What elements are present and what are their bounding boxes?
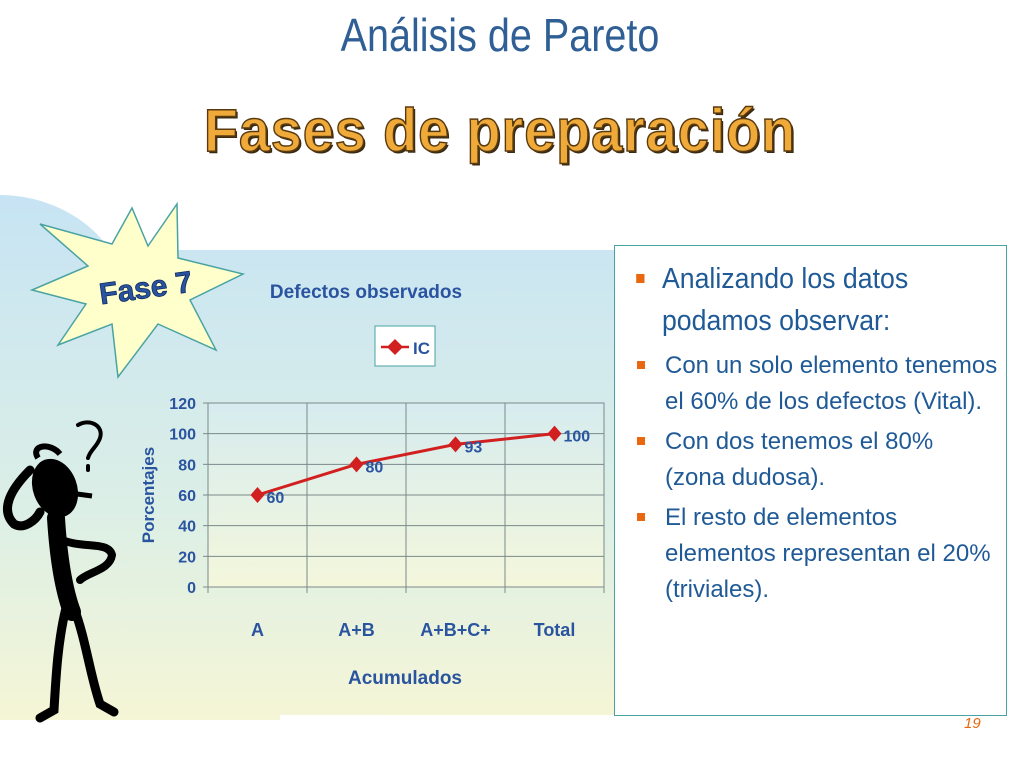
bullet-item: Con dos tenemos el 80% (zona dudosa). <box>627 424 999 496</box>
square-bullet-icon <box>636 274 645 283</box>
page-number: 19 <box>964 715 981 732</box>
bullet-text: Con dos tenemos el 80% (zona dudosa). <box>665 428 934 491</box>
starburst-shape <box>30 201 245 379</box>
bullet-list: Analizando los datos podamos observar: C… <box>627 258 999 612</box>
bullet-item: El resto de elementos elementos represen… <box>627 500 999 608</box>
slide-subtitle: Fases de preparación <box>203 96 797 165</box>
phase-badge: Fase 7 <box>30 201 245 379</box>
square-bullet-icon <box>637 361 645 369</box>
square-bullet-icon <box>637 437 645 445</box>
notes-box: Analizando los datos podamos observar: C… <box>614 245 1007 716</box>
square-bullet-icon <box>637 513 645 521</box>
slide-title: Análisis de Pareto <box>340 9 660 61</box>
bullet-text: Con un solo elemento tenemos el 60% de l… <box>665 352 998 415</box>
bullet-item: Analizando los datos podamos observar: <box>627 258 1021 342</box>
bullet-item: Con un solo elemento tenemos el 60% de l… <box>627 348 999 420</box>
thinking-figure-icon <box>3 420 119 723</box>
bullet-text: Analizando los datos podamos observar: <box>661 263 909 337</box>
bullet-text: El resto de elementos elementos represen… <box>665 504 991 603</box>
